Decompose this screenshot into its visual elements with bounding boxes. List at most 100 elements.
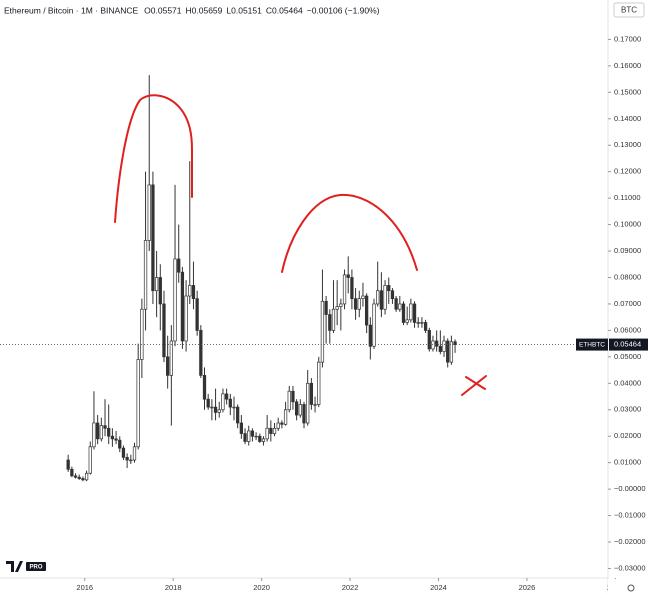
- candle-body: [218, 410, 221, 413]
- candle-body: [118, 440, 121, 448]
- candle-body: [203, 375, 206, 399]
- candle-body: [317, 362, 320, 404]
- candle-body: [354, 299, 357, 310]
- candle-body: [380, 291, 383, 310]
- symbol-title: Ethereum / Bitcoin · 1M · BINANCE: [4, 5, 138, 15]
- candle-body: [93, 423, 96, 447]
- candle-body: [295, 402, 298, 415]
- candle-body: [351, 277, 354, 298]
- candle-body: [325, 301, 328, 314]
- candle-body: [365, 296, 368, 325]
- candle-body: [391, 291, 394, 299]
- candle-body: [100, 426, 103, 439]
- candle-body: [244, 434, 247, 442]
- candle-body: [144, 240, 147, 309]
- candle-body: [399, 304, 402, 309]
- y-tick-label: 0.15000: [614, 87, 641, 96]
- candle-body: [446, 341, 449, 362]
- candle-body: [406, 320, 409, 323]
- candle-body: [211, 407, 214, 408]
- candle-body: [152, 185, 155, 291]
- x-tick-label: 2026: [519, 583, 536, 592]
- x-tick-label: 2024: [430, 583, 447, 592]
- candle-body: [163, 304, 166, 357]
- y-tick-label: 0.11000: [614, 193, 641, 202]
- x-tick-label: 2016: [76, 583, 93, 592]
- x-tick-label: 2020: [253, 583, 270, 592]
- price-tag-label: 0.05464: [614, 340, 641, 349]
- candle-body: [277, 423, 280, 428]
- candle-body: [214, 407, 217, 412]
- candle-body: [207, 399, 210, 407]
- candle-body: [258, 436, 261, 441]
- candle-body: [362, 296, 365, 299]
- candle-body: [141, 309, 144, 359]
- candle-body: [240, 423, 243, 434]
- candle-body: [196, 299, 199, 331]
- candle-body: [413, 304, 416, 323]
- candle-body: [96, 423, 99, 439]
- candle-body: [130, 460, 133, 461]
- y-tick-label: 0.01000: [614, 458, 641, 467]
- candle-body: [122, 448, 125, 457]
- candle-body: [188, 285, 191, 296]
- candle-body: [247, 431, 250, 442]
- change-value: −0.00106 (−1.90%): [307, 5, 380, 15]
- y-tick-label: 0.10000: [614, 220, 641, 229]
- y-tick-label: −0.02000: [614, 537, 646, 546]
- candle-body: [343, 275, 346, 304]
- candle-body: [174, 259, 177, 341]
- candle-body: [435, 341, 438, 346]
- y-tick-label: 0.02000: [614, 431, 641, 440]
- candle-body: [387, 285, 390, 290]
- candle-body: [358, 299, 361, 310]
- y-tick-label: 0.06000: [614, 325, 641, 334]
- candle-body: [222, 394, 225, 410]
- candle-body: [82, 479, 85, 480]
- candle-body: [332, 309, 335, 330]
- y-tick-label: 0.08000: [614, 272, 641, 281]
- candle-body: [310, 383, 313, 404]
- candle-body: [137, 359, 140, 446]
- candle-body: [266, 428, 269, 439]
- candle-body: [181, 272, 184, 341]
- candle-body: [369, 325, 372, 346]
- candle-body: [439, 346, 442, 351]
- candle-body: [340, 304, 343, 307]
- candle-body: [255, 436, 258, 437]
- candle-body: [200, 330, 203, 375]
- y-tick-label: 0.13000: [614, 140, 641, 149]
- y-tick-label: 0.04000: [614, 378, 641, 387]
- candle-body: [115, 439, 118, 440]
- y-tick-label: −0.01000: [614, 511, 646, 520]
- candle-body: [251, 431, 254, 436]
- candle-body: [424, 322, 427, 330]
- candle-body: [107, 428, 110, 436]
- symbol-tag-label: ETHBTC: [579, 341, 605, 348]
- candle-body: [336, 307, 339, 310]
- candle-body: [236, 407, 239, 423]
- candle-body: [229, 399, 232, 407]
- candle-body: [89, 447, 92, 473]
- candle-body: [126, 457, 129, 460]
- candle-body: [410, 304, 413, 320]
- candle-body: [262, 439, 265, 442]
- logo-text: PRO: [29, 565, 42, 571]
- currency-button-label[interactable]: BTC: [621, 6, 637, 15]
- candle-body: [395, 299, 398, 310]
- candle-body: [373, 304, 376, 346]
- candle-body: [288, 391, 291, 410]
- candle-body: [233, 407, 236, 408]
- candle-body: [329, 315, 332, 331]
- x-tick-label: 2018: [165, 583, 182, 592]
- candle-body: [273, 428, 276, 433]
- candle-body: [133, 447, 136, 460]
- y-tick-label: 0.07000: [614, 299, 641, 308]
- candle-body: [155, 277, 158, 290]
- candle-body: [170, 341, 173, 375]
- candle-body: [166, 357, 169, 376]
- y-tick-label: 0.03000: [614, 405, 641, 414]
- candle-body: [78, 477, 81, 478]
